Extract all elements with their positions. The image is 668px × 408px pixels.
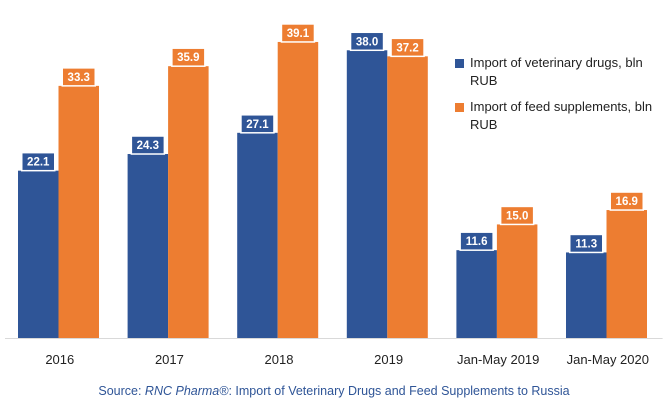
bar-veterinary-drugs-1	[127, 154, 169, 338]
data-label-box	[390, 37, 425, 58]
data-label: 11.3	[575, 238, 597, 250]
legend-swatch-feed-supplements	[455, 103, 464, 112]
data-label: 16.9	[616, 196, 638, 208]
bar-veterinary-drugs-3	[346, 50, 388, 339]
legend-swatch-veterinary-drugs	[455, 59, 464, 68]
bar-feed-supplements-3	[387, 56, 428, 338]
bar-veterinary-drugs-5	[566, 252, 607, 338]
data-labels-group: 22.1 33.3 24.3 35.9 27.1 39.1 38.0 37.2 11.6 15.0…	[21, 23, 644, 254]
x-tick-label: 2016	[45, 352, 74, 367]
data-label: 15.0	[506, 210, 528, 222]
bar-veterinary-drugs-2	[237, 132, 278, 338]
bar-feed-supplements-1	[168, 66, 209, 338]
legend-label-veterinary-drugs: Import of veterinary drugs, bln RUB	[470, 55, 643, 88]
source-name: RNC Pharma®	[144, 384, 229, 398]
data-label-box	[171, 47, 206, 67]
x-axis-ticks: 2016 2017 2018 2019 Jan-May 2019 Jan-May 2020	[45, 352, 649, 367]
data-label-box	[21, 151, 56, 172]
bar-veterinary-drugs-4	[456, 250, 497, 338]
data-label-box	[130, 135, 166, 155]
data-label-box	[61, 67, 96, 87]
data-label: 37.2	[396, 42, 418, 54]
data-label: 27.1	[246, 119, 269, 131]
data-label: 24.3	[137, 140, 159, 152]
data-label-box	[609, 191, 644, 211]
bar-feed-supplements-5	[606, 210, 647, 338]
legend-label-feed-supplements: Import of feed supplements, bln RUB	[470, 99, 653, 132]
bar-veterinary-drugs-0	[18, 170, 59, 338]
x-tick-label: 2019	[374, 352, 403, 367]
data-label-box	[569, 233, 604, 254]
x-tick-label: 2018	[265, 352, 294, 367]
legend: Import of veterinary drugs, bln RUB Impo…	[455, 54, 667, 142]
data-label: 39.1	[287, 28, 310, 40]
source-prefix: Source:	[98, 384, 145, 398]
x-tick-label: Jan-May 2020	[567, 352, 649, 367]
bar-feed-supplements-2	[277, 41, 319, 338]
data-label-box	[240, 114, 275, 134]
x-tick-label: 2017	[155, 352, 184, 367]
data-label: 33.3	[68, 72, 90, 84]
x-tick-label: Jan-May 2019	[457, 352, 539, 367]
legend-item-feed-supplements: Import of feed supplements, bln RUB	[455, 98, 667, 134]
bar-feed-supplements-0	[58, 85, 99, 338]
data-label: 35.9	[177, 52, 199, 64]
data-label: 11.6	[466, 236, 488, 248]
data-label-box	[349, 31, 385, 52]
data-label-box	[459, 231, 494, 251]
bar-feed-supplements-4	[496, 224, 538, 338]
data-label: 38.0	[356, 36, 378, 48]
data-label-box	[280, 23, 316, 43]
source-note: Source: RNC Pharma®: Import of Veterinar…	[0, 384, 668, 398]
data-label: 22.1	[27, 157, 50, 169]
legend-item-veterinary-drugs: Import of veterinary drugs, bln RUB	[455, 54, 667, 90]
source-suffix: : Import of Veterinary Drugs and Feed Su…	[228, 384, 570, 398]
data-label-box	[499, 205, 535, 226]
bars-group	[18, 41, 647, 339]
